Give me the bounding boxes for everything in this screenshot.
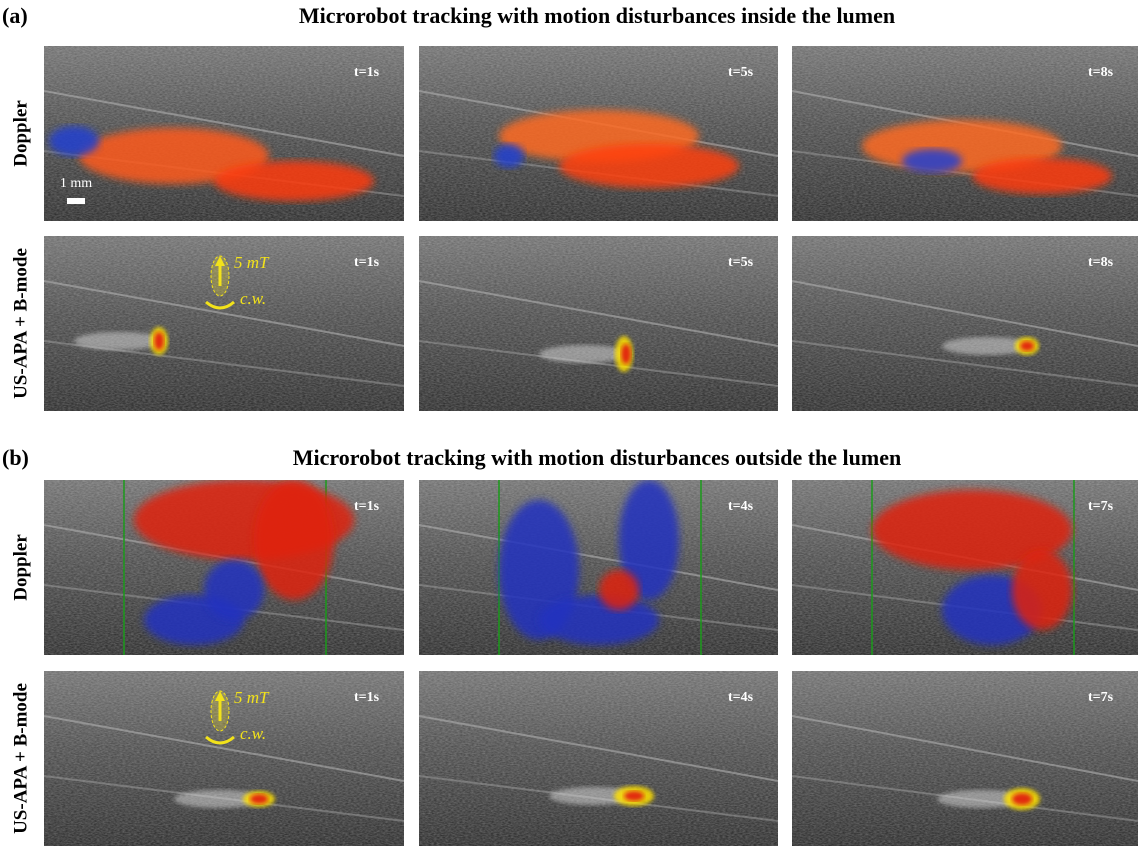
ultrasound-frame: t=5s [419,46,778,221]
flow-signal [204,560,264,620]
time-label: t=8s [1088,255,1114,270]
flow-signal [1012,550,1072,630]
field-label: 5 mT [234,688,270,707]
ultrasound-frame: t=4s [419,671,778,846]
time-label: t=7s [1088,499,1114,514]
frame-content [44,480,404,655]
frame-content [419,480,778,655]
row-label: Doppler [10,534,31,601]
time-label: t=7s [1088,690,1114,705]
ultrasound-frame: t=7s [792,480,1138,655]
ultrasound-frame: t=8s [792,236,1138,411]
flow-signal [1020,341,1034,351]
ultrasound-frame: t=7s [792,671,1138,846]
speckle [419,236,778,411]
flow-signal [902,149,962,173]
scale-bar [67,198,85,204]
scale-bar-label: 1 mm [60,176,92,191]
panel-label: (a) [2,3,28,28]
frame-content [792,46,1138,221]
ultrasound-frame: t=5s [419,236,778,411]
flow-signal [254,480,334,600]
flow-signal [1012,793,1032,805]
time-label: t=1s [354,499,380,514]
flow-signal [154,332,164,350]
time-label: t=5s [728,65,754,80]
flow-signal [559,144,739,188]
ultrasound-frame: t=8s [792,46,1138,221]
rotation-label: c.w. [240,289,266,308]
ultrasound-frame: t=1s [44,46,404,221]
field-label: 5 mT [234,253,270,272]
time-label: t=5s [728,255,754,270]
frame-content [792,236,1138,411]
ultrasound-frame: t=1s [44,480,404,655]
row-label: US-APA + B-mode [10,248,31,399]
time-label: t=1s [354,690,380,705]
row-label: Doppler [10,100,31,167]
time-label: t=4s [728,690,754,705]
frame-content [44,46,404,221]
speckle [792,236,1138,411]
speckle [792,671,1138,846]
flow-signal [49,126,99,156]
flow-signal [494,144,524,168]
time-label: t=8s [1088,65,1114,80]
frame-content [419,671,778,846]
row-label: US-APA + B-mode [10,683,31,834]
flow-signal [539,595,659,645]
panel-label: (b) [2,445,29,470]
speckle [419,671,778,846]
flow-signal [214,161,374,201]
frame-content [419,236,778,411]
ultrasound-frame: t=4s [419,480,778,655]
flow-signal [972,158,1112,194]
flow-signal [621,344,631,364]
panel-title: Microrobot tracking with motion disturba… [293,445,901,470]
time-label: t=1s [354,65,380,80]
rotation-label: c.w. [240,724,266,743]
frame-content [419,46,778,221]
frame-content [792,671,1138,846]
time-label: t=1s [354,255,380,270]
flow-signal [250,794,268,804]
figure: (a) Microrobot tracking with motion distu… [0,0,1140,853]
panel-title: Microrobot tracking with motion disturba… [299,3,895,28]
frame-content [792,480,1138,655]
flow-signal [624,791,644,801]
flow-signal [599,570,639,610]
time-label: t=4s [728,499,754,514]
